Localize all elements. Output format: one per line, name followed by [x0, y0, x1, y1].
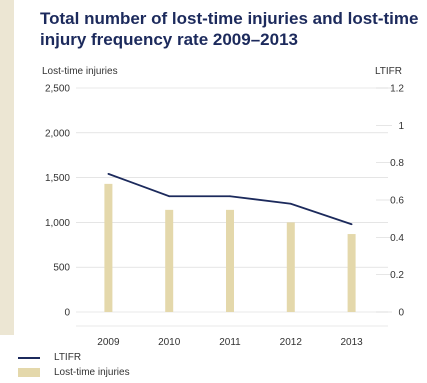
y-tick-right: 1: [398, 121, 404, 132]
y-tick-right: 0.8: [390, 158, 404, 169]
y-tick-right: 1.2: [390, 84, 404, 95]
legend-item-lost-time-injuries: Lost-time injuries: [18, 365, 130, 380]
x-tick-label: 2010: [158, 337, 181, 345]
bar: [165, 209, 174, 312]
y-tick-right: 0.4: [390, 233, 404, 244]
ltifr-point: [229, 195, 231, 198]
accent-bar: [0, 0, 14, 335]
bar: [226, 209, 234, 312]
y-tick-left: 500: [53, 263, 70, 274]
legend-item-ltifr: LTIFR: [18, 350, 130, 365]
chart: Lost-time injuries LTIFR 2,500 2,000 1,500 1,…: [42, 66, 404, 345]
bar: [286, 222, 295, 312]
x-tick-label: 2009: [97, 337, 120, 345]
legend-bar-swatch: [18, 368, 40, 377]
legend: LTIFR Lost-time injuries: [18, 350, 130, 380]
y-tick-left: 1,500: [45, 173, 70, 184]
y-tick-right: 0: [398, 308, 404, 319]
ltifr-point: [168, 195, 171, 198]
legend-label-ltifr: LTIFR: [54, 352, 82, 363]
ltifr-point: [350, 223, 353, 226]
bar: [347, 234, 356, 312]
y-tick-left: 2,500: [45, 84, 70, 95]
x-tick-label: 2012: [280, 337, 303, 345]
legend-label-lost-time-injuries: Lost-time injuries: [54, 367, 130, 378]
bar: [104, 183, 113, 312]
y-tick-right: 0.2: [390, 270, 404, 281]
y-tick-left: 2,000: [45, 128, 70, 139]
ltifr-point: [289, 202, 292, 205]
chart-title: Total number of lost-time injuries and l…: [40, 9, 419, 49]
y-tick-left: 1,000: [45, 218, 70, 229]
y-tick-right: 0.6: [390, 196, 404, 207]
x-tick-label: 2011: [219, 337, 241, 345]
y-tick-left: 0: [64, 308, 70, 319]
ltifr-point: [107, 172, 110, 175]
y-axis-title-right: LTIFR: [375, 66, 402, 77]
legend-line-marker: [18, 356, 40, 359]
x-tick-label: 2013: [340, 337, 363, 345]
y-axis-title-left: Lost-time injuries: [42, 66, 118, 77]
